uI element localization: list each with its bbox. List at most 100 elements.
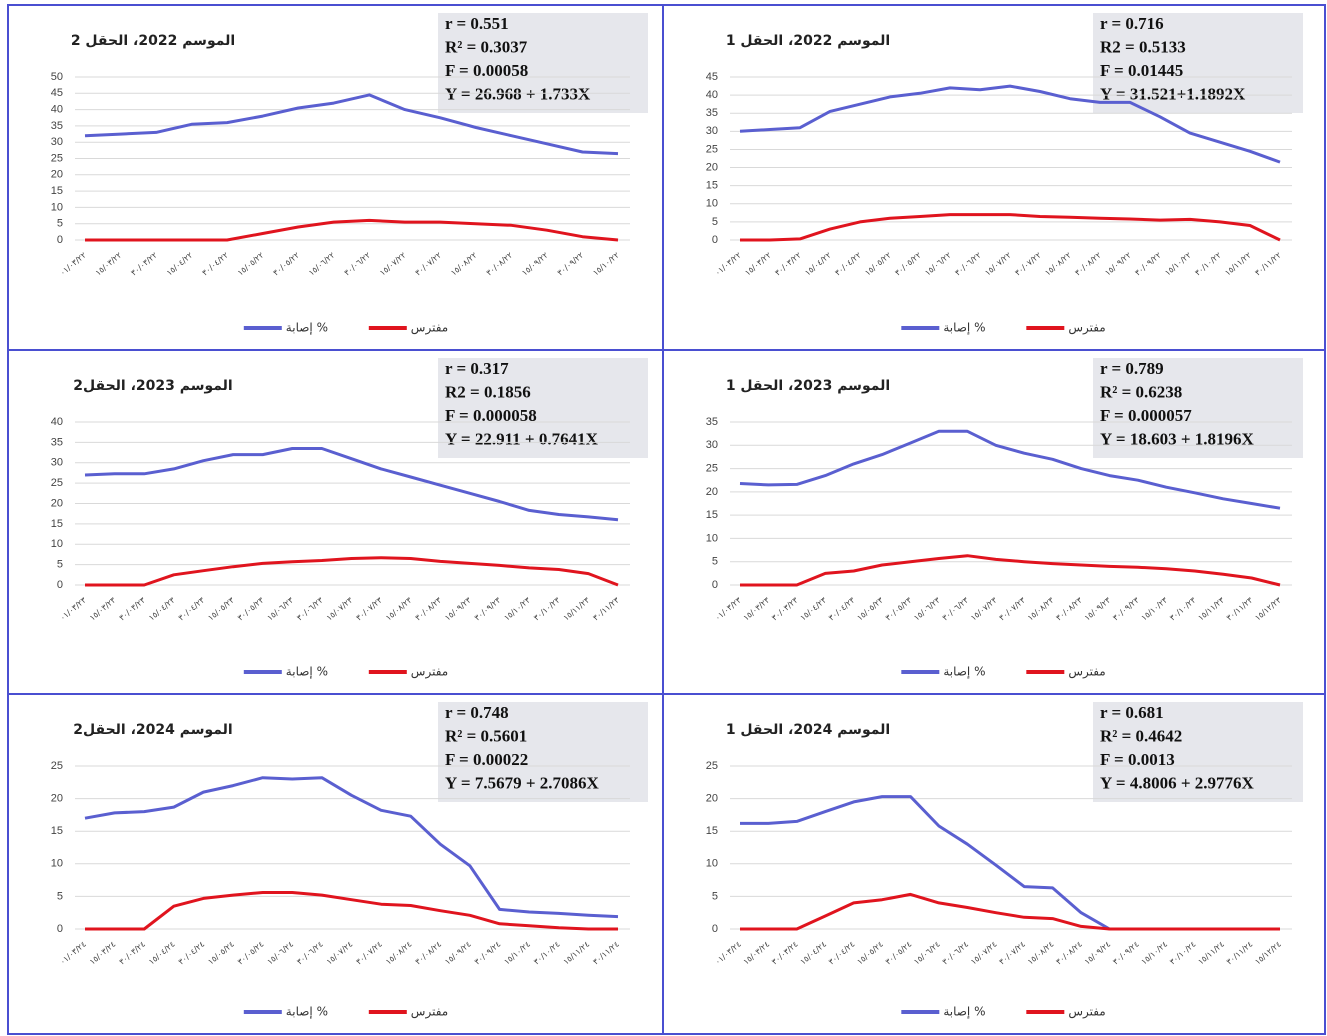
x-tick-label: ٣٠/٠٩/٢٤ xyxy=(1111,940,1141,967)
x-tick-label: ٠١/٠٣/٢٤ xyxy=(58,940,88,967)
x-tick-label: ٣٠/٠٧/٢٣ xyxy=(997,595,1027,622)
x-tick-label: ١٥/١٠/٢٣ xyxy=(502,595,532,622)
data-line xyxy=(740,795,1280,931)
x-tick-label: ٣٠/٠٦/٢٤ xyxy=(941,940,971,967)
x-tick-label: ١٥/٠٣/٢٣ xyxy=(742,595,772,622)
x-tick-label: ٣٠/٠٣/٢٢ xyxy=(773,251,803,278)
y-tick-label: 25 xyxy=(706,462,718,474)
x-tick-label: ٣٠/١٠/٢٣ xyxy=(532,595,562,622)
x-tick-label: ١٥/٠٤/٢٢ xyxy=(803,251,833,278)
x-tick-label: ١٥/٠٩/٢٤ xyxy=(443,940,473,967)
x-tick-label: ٣٠/٠٨/٢٢ xyxy=(485,251,515,278)
y-tick-label: 0 xyxy=(57,579,63,591)
x-tick-label: ١٥/١١/٢٣ xyxy=(562,595,592,622)
stats-box xyxy=(438,702,648,802)
x-tick-label: ٠١/٠٣/٢٣ xyxy=(58,595,88,622)
y-tick-label: 5 xyxy=(57,218,63,230)
x-tick-label: ١٥/١١/٢٤ xyxy=(1196,940,1226,967)
x-tick-label: ٣٠/١١/٢٤ xyxy=(1225,940,1255,967)
x-tick-label: ١٥/٠٣/٢٣ xyxy=(88,595,118,622)
x-tick-label: ٣٠/٠٣/٢٤ xyxy=(117,940,147,967)
y-tick-label: 0 xyxy=(712,923,718,935)
x-tick-label: ١٥/٠٣/٢٢ xyxy=(743,251,773,278)
x-tick-label: ٣٠/٠٥/٢٢ xyxy=(893,251,923,278)
x-tick-label: ١٥/٠٩/٢٣ xyxy=(1083,595,1113,622)
stats-line: R² = 0.6238 xyxy=(1100,382,1182,401)
x-tick-label: ١٥/٠٨/٢٣ xyxy=(384,595,414,622)
x-tick-label: ٣٠/١١/٢٣ xyxy=(1225,595,1255,622)
stats-box xyxy=(1093,702,1303,802)
x-tick-label: ١٥/١١/٢٢ xyxy=(1223,251,1253,278)
x-tick-label: ٣٠/٠٧/٢٢ xyxy=(414,251,444,278)
y-tick-label: 25 xyxy=(706,143,718,155)
y-tick-label: 45 xyxy=(706,71,718,83)
y-tick-label: 30 xyxy=(51,457,63,469)
y-tick-label: 30 xyxy=(706,125,718,137)
stats-line: Y = 7.5679 + 2.7086X xyxy=(445,773,600,792)
y-tick-label: 20 xyxy=(51,169,63,181)
data-line xyxy=(85,556,619,587)
y-tick-label: 15 xyxy=(51,825,63,837)
stats-line: Y = 22.911 + 0.7641X xyxy=(445,429,599,448)
x-tick-label: ١٥/٠٣/٢٤ xyxy=(88,940,118,967)
x-tick-label: ٣٠/٠٩/٢٤ xyxy=(473,940,503,967)
y-tick-label: 25 xyxy=(51,477,63,489)
y-tick-label: 25 xyxy=(706,760,718,772)
chart-title: الموسم 2022، الحقل 1 xyxy=(726,33,890,49)
x-tick-label: ٣٠/٠٦/٢٤ xyxy=(295,940,325,967)
x-tick-label: ٣٠/٠٩/٢٢ xyxy=(1133,251,1163,278)
x-tick-label: ١٥/٠٨/٢٣ xyxy=(1026,595,1056,622)
x-tick-label: ١٥/١٢/٢٤ xyxy=(1253,940,1283,967)
x-tick-label: ١٥/٠٧/٢٣ xyxy=(969,595,999,622)
legend-label: مفترس xyxy=(411,321,448,336)
x-tick-label: ٣٠/٠٣/٢٤ xyxy=(770,940,800,967)
x-tick-label: ٣٠/٠٤/٢٢ xyxy=(200,251,230,278)
data-line xyxy=(740,554,1281,587)
x-tick-label: ١٥/٠٤/٢٢ xyxy=(165,251,195,278)
x-tick-label: ١٥/٠٤/٢٤ xyxy=(147,940,177,967)
y-tick-label: 50 xyxy=(51,71,63,83)
chart-title: الموسم 2024، الحقل2 xyxy=(73,722,232,738)
stats-line: F = 0.000057 xyxy=(1100,406,1192,425)
x-tick-label: ٣٠/٠٦/٢٢ xyxy=(342,251,372,278)
y-tick-label: 20 xyxy=(51,793,63,805)
legend-label: إصابة % xyxy=(943,1005,985,1019)
stats-line: R² = 0.5601 xyxy=(445,726,527,745)
legend-label: إصابة % xyxy=(286,665,328,679)
x-tick-label: ٣٠/١١/٢٢ xyxy=(1253,251,1283,278)
stats-line: r = 0.317 xyxy=(445,359,509,378)
x-tick-label: ٣٠/٠٦/٢٣ xyxy=(941,595,971,622)
x-tick-label: ١٥/٠٧/٢٤ xyxy=(325,940,355,967)
stats-box xyxy=(1093,13,1303,113)
x-tick-label: ١٥/٠٩/٢٢ xyxy=(1103,251,1133,278)
stats-box xyxy=(1093,358,1303,458)
y-tick-label: 15 xyxy=(51,518,63,530)
y-tick-label: 35 xyxy=(706,416,718,428)
x-tick-label: ١٥/٠٥/٢٣ xyxy=(855,595,885,622)
x-tick-label: ١٥/١٠/٢٢ xyxy=(591,251,621,278)
y-tick-label: 15 xyxy=(706,509,718,521)
x-tick-label: ١٥/٠٦/٢٢ xyxy=(307,251,337,278)
x-tick-label: ٣٠/٠٣/٢٣ xyxy=(117,595,147,622)
x-tick-label: ١٥/٠٣/٢٢ xyxy=(94,251,124,278)
chart-title: الموسم 2022، الحقل 2 xyxy=(71,33,235,49)
x-tick-label: ٣٠/١٠/٢٣ xyxy=(1168,595,1198,622)
y-tick-label: 45 xyxy=(51,87,63,99)
x-tick-label: ٣٠/٠٩/٢٣ xyxy=(473,595,503,622)
x-tick-label: ٣٠/٠٨/٢٣ xyxy=(1054,595,1084,622)
stats-line: Y = 31.521+1.1892X xyxy=(1100,84,1246,103)
y-tick-label: 5 xyxy=(57,559,63,571)
y-tick-label: 10 xyxy=(706,858,718,870)
x-tick-label: ١٥/١٠/٢٤ xyxy=(502,940,532,967)
y-tick-label: 25 xyxy=(51,152,63,164)
legend-label: مفترس xyxy=(411,1005,448,1020)
x-tick-label: ٣٠/١٠/٢٤ xyxy=(1168,940,1198,967)
legend-label: إصابة % xyxy=(943,665,985,679)
y-tick-label: 35 xyxy=(51,436,63,448)
y-tick-label: 20 xyxy=(706,793,718,805)
x-tick-label: ١٥/٠٨/٢٢ xyxy=(449,251,479,278)
x-tick-label: ١٥/٠٥/٢٣ xyxy=(206,595,236,622)
x-tick-label: ١٥/٠٤/٢٤ xyxy=(798,940,828,967)
x-tick-label: ٣٠/٠٨/٢٢ xyxy=(1073,251,1103,278)
x-tick-label: ٣٠/١٠/٢٢ xyxy=(1193,251,1223,278)
